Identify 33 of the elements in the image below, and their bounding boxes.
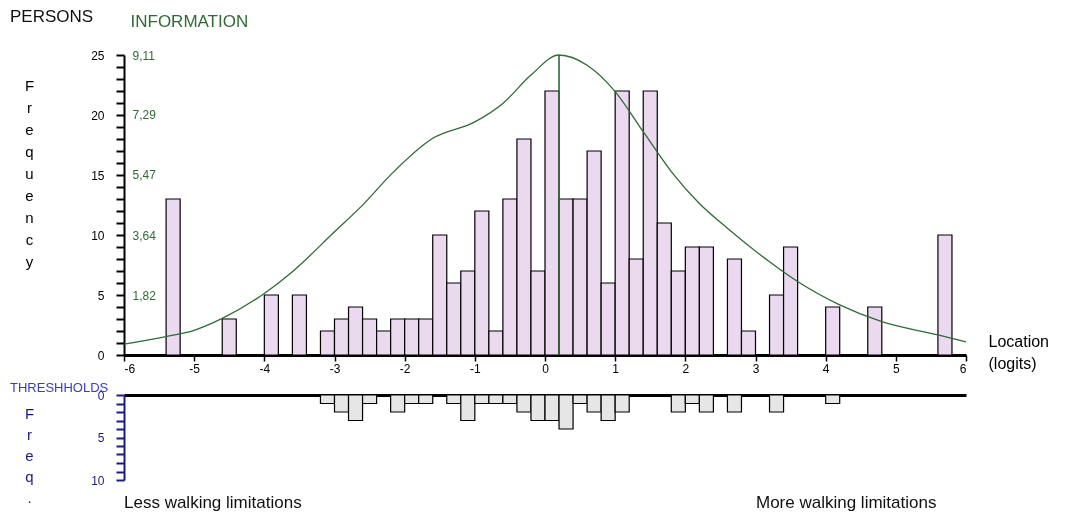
y-tick-label: 15	[91, 168, 105, 183]
y-tick-label: 5	[97, 431, 105, 445]
y2-tick-label: 5,47	[132, 168, 157, 183]
x-tick-label: -4	[259, 361, 271, 376]
x-tick-label: 5	[892, 361, 900, 376]
y-tick-label: 5	[97, 288, 105, 303]
y-tick-label: 10	[91, 473, 105, 488]
x-tick-label: -1	[470, 361, 481, 376]
y-tick-label: 10	[91, 228, 105, 243]
x-tick-label: 1	[612, 361, 620, 376]
y-tick-label: 20	[91, 108, 105, 123]
y2-tick-label: 7,29	[132, 108, 157, 123]
y2-tick-label: 1,82	[132, 288, 157, 303]
x-tick-label: 3	[752, 361, 760, 376]
y2-axis-title: INFORMATION	[130, 11, 249, 31]
y-tick-label: 25	[91, 48, 105, 63]
x-axis-title: Location (logits)	[988, 332, 1049, 372]
x-tick-label: -5	[189, 361, 201, 376]
y2-tick-label: 9,11	[132, 48, 156, 63]
text: More walking limitations	[756, 493, 937, 512]
x-tick-label: 0	[542, 361, 550, 376]
y2-tick-label: 3,64	[132, 228, 157, 243]
text: Frequency	[24, 76, 35, 270]
text: Less walking limitations	[124, 493, 302, 512]
x-tick-label: -2	[399, 361, 411, 376]
y-tick-label: 0	[97, 348, 105, 363]
x-tick-label: -6	[124, 361, 136, 376]
y-axis-title: Freq.	[24, 404, 35, 506]
x-tick-label: 2	[682, 361, 690, 376]
chart-title: PERSONS	[10, 7, 94, 26]
x-tick-label: -3	[329, 361, 341, 376]
x-tick-label: 4	[822, 361, 830, 376]
x-tick-label: 6	[959, 361, 967, 376]
